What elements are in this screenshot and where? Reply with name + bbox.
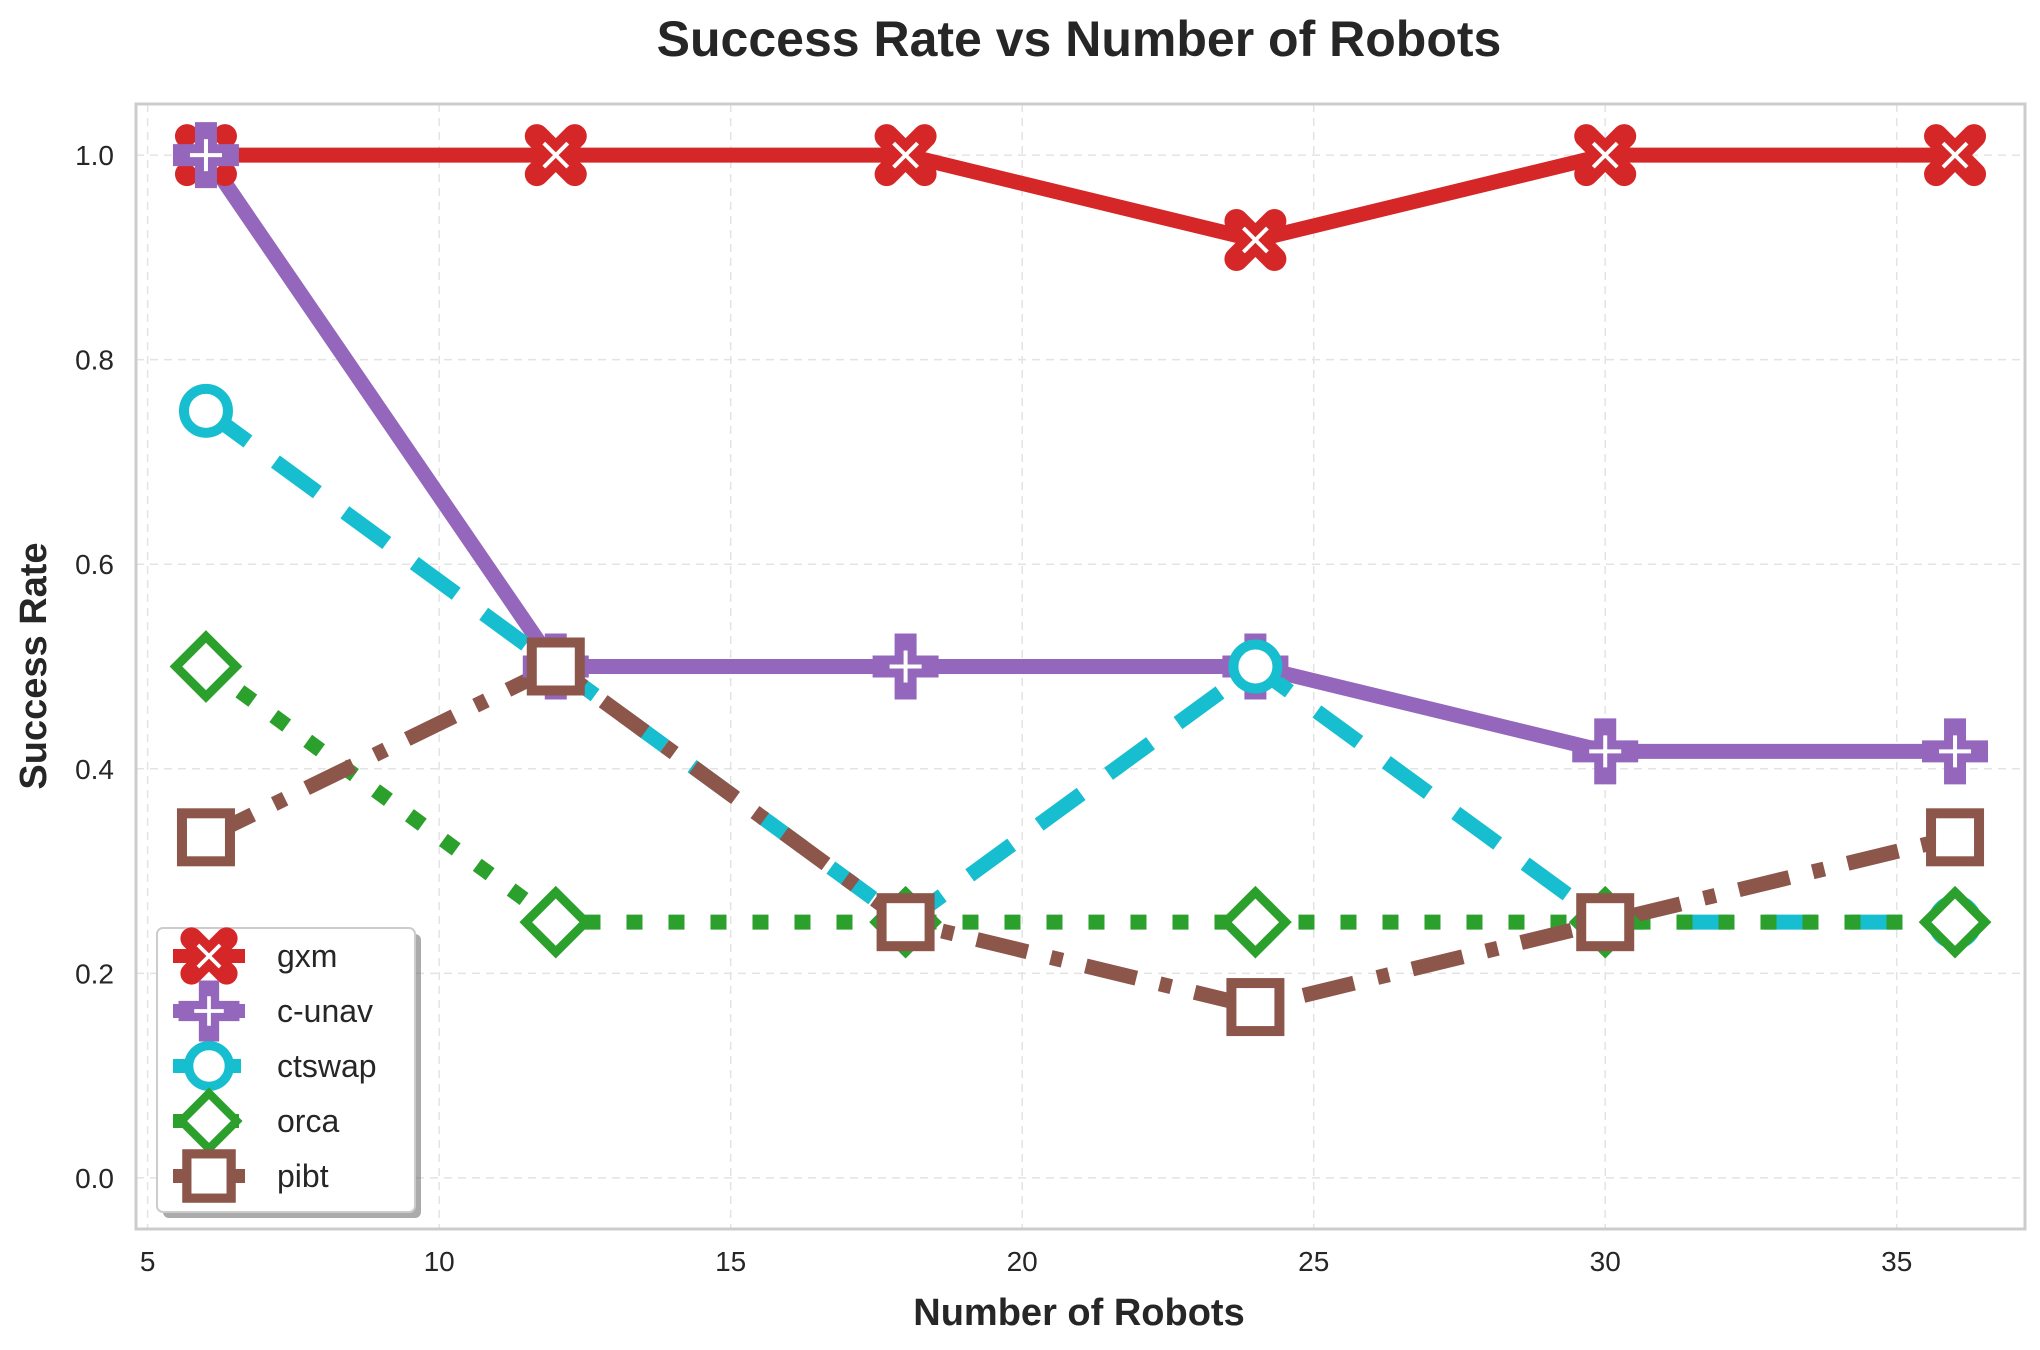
data-point-gxm	[874, 124, 937, 187]
y-axis-ticks: 0.0 0.2 0.4 0.6 0.8 1.0	[75, 140, 114, 1194]
x-axis-ticks: 5 10 15 20 25 30 35	[140, 1246, 1912, 1277]
data-point-c-unav	[872, 633, 939, 700]
data-point-c-unav	[1572, 718, 1639, 785]
series-lines	[199, 147, 1957, 1015]
data-point-pibt	[1926, 808, 1985, 867]
data-point-pibt	[176, 808, 235, 867]
data-point-gxm	[1924, 124, 1987, 187]
legend-marker-pibt	[182, 1149, 236, 1203]
data-point-orca	[519, 885, 593, 959]
data-point-ctswap	[1228, 639, 1283, 694]
x-tick-label: 15	[715, 1246, 746, 1277]
x-tick-label: 5	[140, 1246, 156, 1277]
legend-label-gxm: gxm	[277, 938, 337, 974]
data-point-c-unav	[172, 122, 239, 189]
y-tick-label: 1.0	[75, 140, 114, 171]
data-point-c-unav	[1922, 718, 1989, 785]
x-tick-label: 30	[1590, 1246, 1621, 1277]
series-line-pibt	[202, 659, 1957, 1015]
y-tick-label: 0.0	[75, 1163, 114, 1194]
data-point-orca	[1219, 885, 1292, 959]
chart-title: Success Rate vs Number of Robots	[657, 11, 1502, 67]
data-point-ctswap	[178, 383, 233, 438]
y-axis-label: Success Rate	[13, 542, 55, 789]
legend-marker-c-unav	[178, 980, 240, 1042]
data-point-orca	[1918, 885, 1992, 959]
legend-marker-ctswap	[184, 1041, 234, 1091]
series-markers	[169, 122, 1992, 1037]
y-tick-label: 0.6	[75, 549, 114, 580]
data-point-gxm	[1574, 124, 1637, 187]
data-point-orca	[169, 630, 243, 703]
data-point-pibt	[1226, 978, 1285, 1037]
plot-frame	[134, 102, 2027, 1231]
legend-marker-gxm	[180, 927, 238, 985]
legend-label-orca: orca	[277, 1103, 339, 1139]
legend-label-pibt: pibt	[277, 1158, 329, 1194]
x-axis-label: Number of Robots	[913, 1292, 1244, 1334]
data-point-gxm	[1224, 209, 1287, 272]
series-line-c-unav	[199, 150, 1956, 759]
data-point-pibt	[526, 637, 585, 696]
x-tick-label: 10	[424, 1246, 455, 1277]
data-point-pibt	[1576, 893, 1635, 952]
series-line-ctswap	[201, 404, 1956, 930]
x-tick-label: 20	[1007, 1246, 1038, 1277]
legend: gxm c-unav ctswap orca pibt	[156, 927, 421, 1218]
legend-marker-orca	[175, 1087, 243, 1155]
data-point-pibt	[876, 893, 935, 952]
y-tick-label: 0.2	[75, 958, 114, 989]
series-line-gxm	[205, 147, 1956, 248]
data-point-gxm	[524, 124, 587, 187]
y-tick-label: 0.8	[75, 345, 114, 376]
y-tick-label: 0.4	[75, 754, 114, 785]
x-tick-label: 25	[1298, 1246, 1329, 1277]
x-tick-label: 35	[1881, 1246, 1912, 1277]
legend-label-ctswap: ctswap	[277, 1048, 377, 1084]
legend-label-c-unav: c-unav	[277, 993, 373, 1029]
